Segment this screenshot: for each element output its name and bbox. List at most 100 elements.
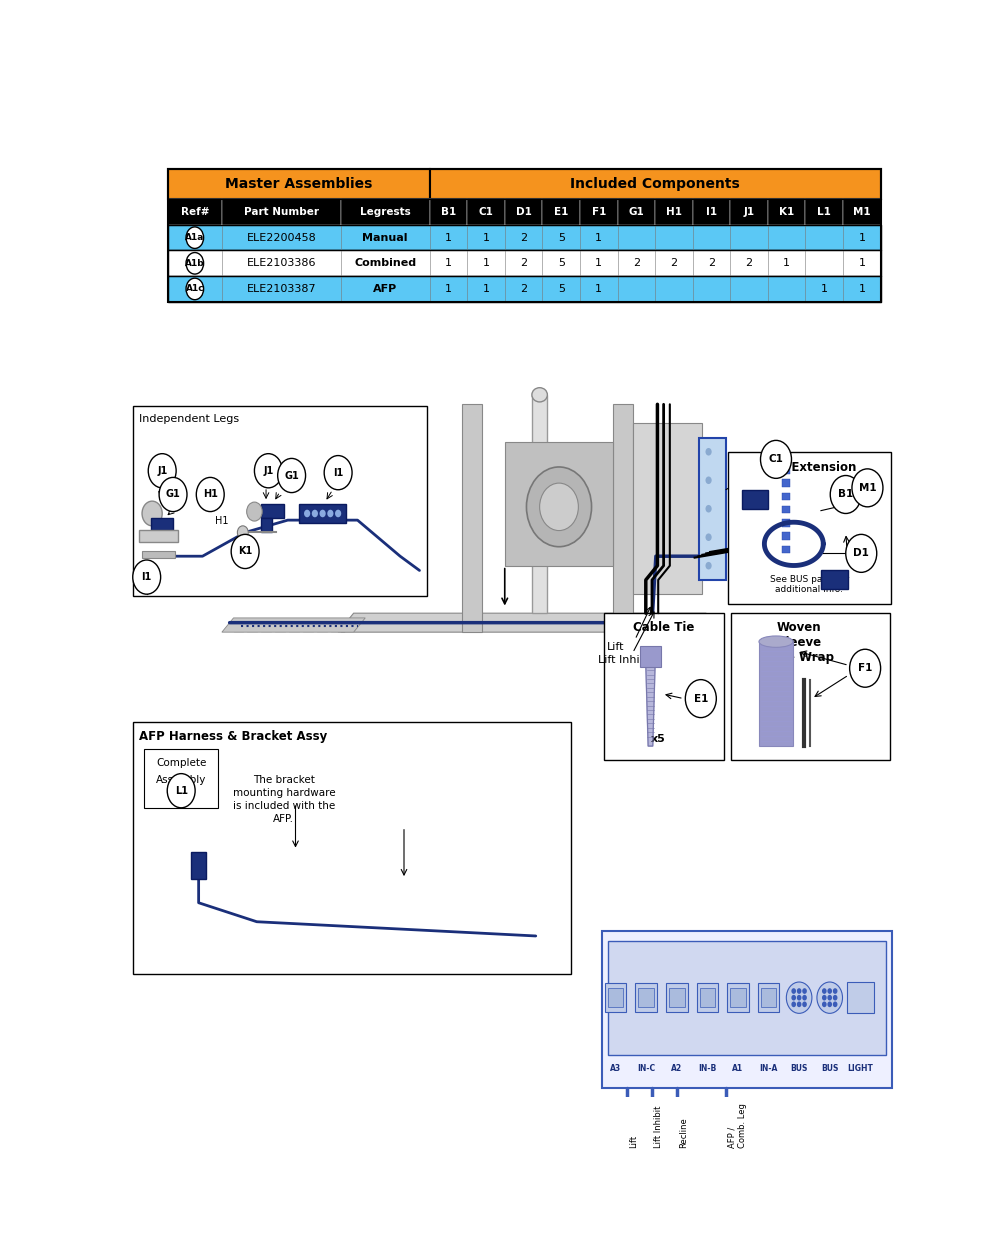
Text: ELE2200458: ELE2200458 [246, 233, 316, 243]
Text: M1: M1 [853, 207, 871, 217]
Text: K1: K1 [238, 546, 252, 556]
FancyBboxPatch shape [168, 250, 881, 276]
Circle shape [327, 509, 333, 518]
Circle shape [822, 988, 827, 994]
Text: Independent Legs: Independent Legs [139, 414, 239, 424]
Circle shape [802, 988, 807, 994]
FancyBboxPatch shape [635, 984, 657, 1012]
Text: 5: 5 [558, 258, 565, 269]
Polygon shape [782, 546, 790, 554]
Circle shape [540, 483, 578, 530]
Text: I1: I1 [706, 207, 717, 217]
Circle shape [186, 253, 204, 274]
FancyBboxPatch shape [655, 200, 693, 224]
Text: 2: 2 [670, 258, 678, 269]
Polygon shape [671, 1124, 683, 1137]
FancyBboxPatch shape [768, 200, 805, 224]
Text: IN-A: IN-A [759, 1064, 778, 1074]
Polygon shape [222, 618, 365, 633]
Text: Included Components: Included Components [570, 178, 740, 191]
FancyBboxPatch shape [604, 613, 724, 761]
Text: Lift: Lift [630, 1134, 639, 1148]
Text: H1: H1 [666, 207, 682, 217]
FancyBboxPatch shape [666, 984, 688, 1012]
Text: Lift Inhibit: Lift Inhibit [598, 655, 654, 665]
Text: B1: B1 [441, 207, 456, 217]
Circle shape [335, 509, 341, 518]
FancyBboxPatch shape [843, 200, 881, 224]
Polygon shape [646, 1124, 658, 1137]
Circle shape [761, 440, 792, 478]
Polygon shape [790, 456, 819, 561]
Text: ELE2103386: ELE2103386 [247, 258, 316, 269]
Text: 2: 2 [520, 258, 527, 269]
Text: Bus Extension: Bus Extension [763, 461, 856, 475]
Circle shape [786, 981, 812, 1014]
FancyBboxPatch shape [505, 200, 542, 224]
FancyBboxPatch shape [618, 200, 655, 224]
Circle shape [320, 509, 326, 518]
Text: Assembly: Assembly [156, 774, 206, 784]
Text: 2: 2 [746, 258, 753, 269]
Text: Recline: Recline [679, 1117, 688, 1148]
FancyBboxPatch shape [133, 406, 427, 596]
Circle shape [827, 988, 832, 994]
Circle shape [148, 454, 176, 488]
FancyBboxPatch shape [669, 988, 685, 1007]
Text: Manual: Manual [362, 233, 408, 243]
Polygon shape [719, 1124, 732, 1137]
Text: AFP Harness & Bracket Assy: AFP Harness & Bracket Assy [139, 730, 327, 743]
Text: The bracket
mounting hardware
is included with the
AFP.: The bracket mounting hardware is include… [233, 774, 335, 824]
Circle shape [159, 477, 187, 512]
FancyBboxPatch shape [168, 200, 222, 224]
Text: C1: C1 [769, 455, 783, 465]
FancyBboxPatch shape [731, 613, 890, 761]
Text: 1: 1 [858, 284, 865, 293]
FancyBboxPatch shape [638, 988, 654, 1007]
Text: J1: J1 [744, 207, 755, 217]
Text: 1: 1 [858, 233, 865, 243]
FancyBboxPatch shape [761, 988, 776, 1007]
FancyBboxPatch shape [805, 200, 843, 224]
Polygon shape [782, 493, 790, 501]
Text: C1: C1 [479, 207, 493, 217]
Text: K1: K1 [779, 207, 794, 217]
FancyBboxPatch shape [430, 169, 881, 200]
Circle shape [822, 1001, 827, 1007]
Text: AFP: AFP [373, 284, 397, 293]
FancyBboxPatch shape [727, 984, 749, 1012]
Text: 5: 5 [558, 284, 565, 293]
Polygon shape [640, 646, 661, 667]
FancyBboxPatch shape [730, 988, 746, 1007]
Polygon shape [821, 571, 848, 589]
Text: A1c: A1c [186, 285, 204, 293]
Text: ELE2103387: ELE2103387 [247, 284, 316, 293]
Circle shape [833, 995, 837, 1000]
Circle shape [304, 509, 310, 518]
Text: Complete: Complete [156, 758, 206, 768]
Circle shape [833, 1001, 837, 1007]
FancyBboxPatch shape [608, 988, 623, 1007]
Circle shape [186, 227, 204, 248]
Text: BUS: BUS [821, 1064, 838, 1074]
Text: G1: G1 [628, 207, 644, 217]
Text: AFP /
Comb. Leg: AFP / Comb. Leg [728, 1102, 747, 1148]
Text: E1: E1 [694, 694, 708, 704]
FancyBboxPatch shape [730, 200, 768, 224]
FancyBboxPatch shape [608, 941, 886, 1054]
Text: 1: 1 [595, 258, 602, 269]
Text: I1: I1 [142, 572, 152, 582]
Text: Cable Tie: Cable Tie [633, 620, 695, 634]
Polygon shape [782, 480, 790, 487]
Text: 1: 1 [595, 233, 602, 243]
Polygon shape [621, 1124, 633, 1137]
Circle shape [705, 448, 712, 455]
Circle shape [186, 279, 204, 300]
Text: H1: H1 [203, 490, 218, 499]
Circle shape [802, 995, 807, 1000]
Circle shape [705, 562, 712, 570]
Text: A1b: A1b [185, 259, 205, 268]
Text: 1: 1 [783, 258, 790, 269]
Circle shape [685, 679, 716, 718]
Polygon shape [698, 438, 726, 580]
